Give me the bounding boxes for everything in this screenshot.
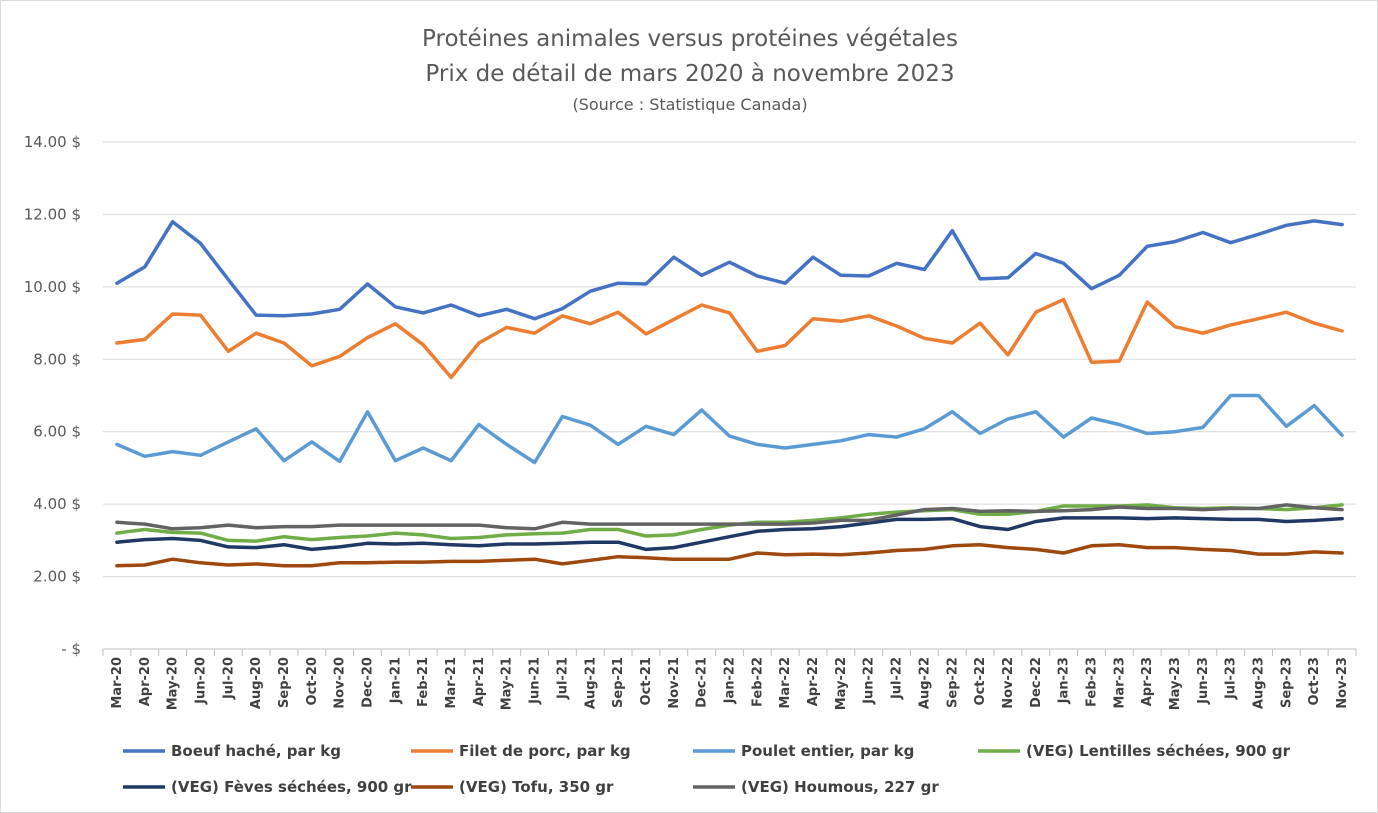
x-tick-label: Mar-20: [110, 657, 125, 709]
chart-title: Protéines animales versus protéines végé…: [422, 26, 958, 52]
y-tick-label: 8.00 $: [33, 350, 81, 368]
x-tick-label: May-23: [1168, 657, 1183, 710]
y-axis-tick-labels: - $ 2.00 $ 4.00 $ 6.00 $ 8.00 $ 10.00 $ 12.00 …: [24, 133, 81, 658]
y-tick-label: 2.00 $: [33, 568, 81, 586]
x-tick-label: Aug-22: [917, 657, 932, 709]
x-tick-label: Apr-23: [1140, 657, 1155, 706]
x-tick-label: Jun-22: [862, 657, 877, 705]
x-tick-label: Jan-23: [1057, 657, 1072, 704]
x-tick-label: Jul-23: [1224, 657, 1239, 700]
series-line-0: [115, 219, 1344, 321]
x-tick-label: May-21: [500, 657, 515, 710]
x-tick-label: Oct-22: [973, 657, 988, 705]
x-tick-label: Jun-21: [528, 657, 543, 705]
legend: Boeuf haché, par kg Filet de porc, par kg…: [123, 742, 1291, 796]
y-tick-label: 14.00 $: [24, 133, 81, 151]
x-tick-label: Apr-21: [472, 657, 487, 706]
x-tick-label: May-22: [834, 657, 849, 710]
series-lines: [115, 219, 1344, 568]
x-tick-label: Oct-21: [639, 657, 654, 705]
x-tick-label: Feb-22: [750, 657, 765, 707]
x-tick-label: Nov-22: [1001, 657, 1016, 709]
y-tick-label: 4.00 $: [33, 495, 81, 513]
x-tick-label: Sep-21: [611, 657, 626, 708]
y-tick-label: 10.00 $: [24, 278, 81, 296]
x-tick-label: Mar-22: [778, 657, 793, 709]
x-axis: Mar-20 Apr-20 May-20 Jun-20 Jul-20 Aug-20 Sep-…: [102, 648, 1357, 710]
x-tick-label: Sep-20: [277, 657, 292, 708]
x-tick-label: Nov-23: [1335, 657, 1350, 709]
x-tick-label: Oct-20: [305, 657, 320, 705]
legend-label: (VEG) Tofu, 350 gr: [459, 778, 614, 796]
legend-label: Poulet entier, par kg: [741, 742, 914, 760]
x-tick-label: Feb-21: [416, 657, 431, 707]
series-line-2: [115, 393, 1344, 465]
x-tick-label: Sep-22: [945, 657, 960, 708]
x-tick-label: Aug-23: [1252, 657, 1267, 709]
series-line-4: [115, 516, 1344, 552]
legend-label: (VEG) Lentilles séchées, 900 gr: [1026, 742, 1291, 760]
y-tick-label: - $: [61, 640, 81, 658]
legend-label: (VEG) Fèves séchées, 900 gr: [171, 778, 412, 796]
x-tick-label: Nov-20: [333, 657, 348, 709]
x-tick-label: Dec-21: [695, 657, 710, 708]
y-tick-label: 6.00 $: [33, 423, 81, 441]
y-tick-label: 12.00 $: [24, 205, 81, 223]
x-tick-label: Jan-22: [723, 657, 738, 704]
chart-subtitle: Prix de détail de mars 2020 à novembre 2…: [425, 61, 954, 87]
x-tick-label: Dec-20: [361, 657, 376, 708]
x-tick-label: Jul-22: [890, 657, 905, 700]
x-tick-label: Jun-20: [193, 657, 208, 705]
x-tick-label: Jul-20: [221, 657, 236, 700]
x-tick-label: Sep-23: [1279, 657, 1294, 708]
series-line-5: [115, 542, 1344, 568]
x-tick-label: Oct-23: [1307, 657, 1322, 705]
grid-lines: [103, 141, 1356, 578]
x-tick-label: Nov-21: [667, 657, 682, 709]
series-line-1: [115, 297, 1344, 380]
x-tick-label: Apr-20: [138, 657, 153, 706]
x-tick-label: Mar-21: [444, 657, 459, 709]
x-tick-label: Jan-21: [388, 657, 403, 704]
x-tick-label: Dec-22: [1029, 657, 1044, 708]
x-tick-label: Feb-23: [1084, 657, 1099, 707]
legend-label: Filet de porc, par kg: [459, 742, 631, 760]
chart-source: (Source : Statistique Canada): [572, 95, 807, 114]
x-tick-label: Jun-23: [1196, 657, 1211, 705]
series-line-6: [115, 503, 1344, 531]
x-tick-label: May-20: [166, 657, 181, 710]
x-tick-label: Aug-20: [249, 657, 264, 709]
legend-label: (VEG) Houmous, 227 gr: [741, 778, 939, 796]
x-tick-label: Aug-21: [583, 657, 598, 709]
x-tick-label: Jul-21: [555, 657, 570, 700]
legend-label: Boeuf haché, par kg: [171, 742, 341, 760]
x-tick-label: Apr-22: [806, 657, 821, 706]
x-tick-label: Mar-23: [1112, 657, 1127, 709]
